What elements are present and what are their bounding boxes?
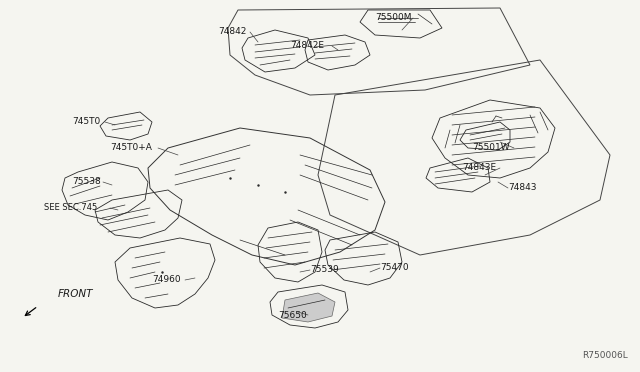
Text: 745T0+A: 745T0+A	[110, 144, 152, 153]
Text: 75539: 75539	[310, 266, 339, 275]
Text: 74960: 74960	[152, 276, 180, 285]
Text: 75501W: 75501W	[472, 144, 509, 153]
Text: 74842E: 74842E	[290, 42, 324, 51]
Text: 74842: 74842	[218, 28, 246, 36]
Text: 75650: 75650	[278, 311, 307, 320]
Text: 74843E: 74843E	[462, 164, 496, 173]
Polygon shape	[282, 293, 335, 322]
Text: 75538: 75538	[72, 177, 100, 186]
Text: 75470: 75470	[380, 263, 408, 273]
Text: FRONT: FRONT	[58, 289, 93, 299]
Text: 75500M: 75500M	[375, 13, 412, 22]
Text: R750006L: R750006L	[582, 351, 628, 360]
Text: 74843: 74843	[508, 183, 536, 192]
Text: 745T0: 745T0	[72, 118, 100, 126]
Text: SEE SEC.745: SEE SEC.745	[44, 203, 97, 212]
